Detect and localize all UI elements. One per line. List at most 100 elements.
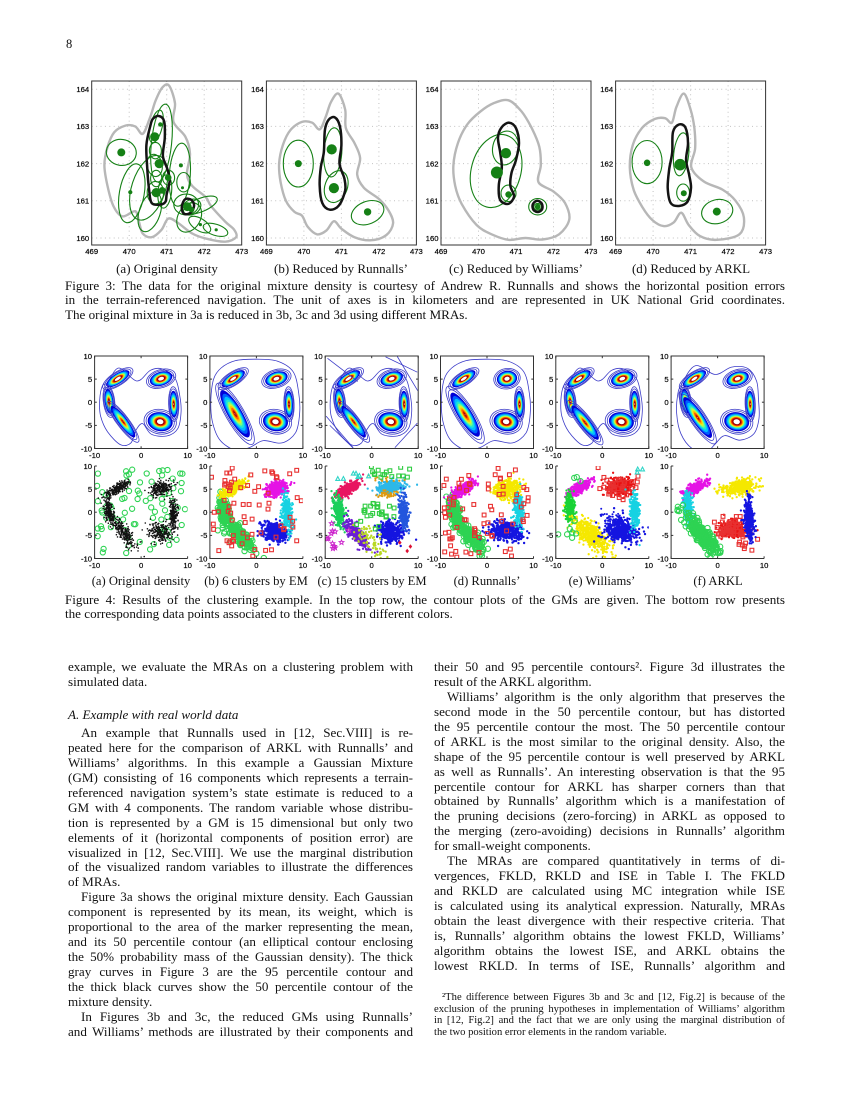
svg-text:469: 469 [260,247,273,256]
svg-text:10: 10 [645,451,654,460]
svg-text:5: 5 [88,485,92,494]
svg-text:10: 10 [299,451,308,460]
svg-text:10: 10 [314,462,323,471]
svg-text:10: 10 [545,352,554,361]
svg-text:0: 0 [139,451,143,460]
svg-text:162: 162 [251,159,264,168]
svg-text:5: 5 [549,375,553,384]
svg-text:10: 10 [529,561,538,570]
svg-text:470: 470 [297,247,310,256]
svg-text:0: 0 [664,508,668,517]
svg-text:-10: -10 [89,561,100,570]
svg-text:-5: -5 [431,531,438,540]
svg-text:-10: -10 [435,451,446,460]
svg-text:10: 10 [645,561,654,570]
svg-text:-10: -10 [427,444,438,453]
svg-text:-10: -10 [657,554,668,563]
svg-text:10: 10 [414,561,423,570]
svg-text:10: 10 [299,561,308,570]
svg-text:472: 472 [722,247,735,256]
svg-text:473: 473 [410,247,423,256]
svg-text:162: 162 [76,159,89,168]
svg-text:-5: -5 [662,531,669,540]
svg-text:472: 472 [372,247,385,256]
svg-text:0: 0 [434,398,438,407]
svg-text:10: 10 [760,561,769,570]
svg-text:0: 0 [485,451,489,460]
svg-text:0: 0 [485,561,489,570]
svg-text:-5: -5 [431,421,438,430]
svg-text:0: 0 [318,398,322,407]
svg-text:-10: -10 [550,561,561,570]
svg-text:-5: -5 [201,531,208,540]
svg-text:-10: -10 [666,561,677,570]
svg-text:10: 10 [183,451,192,460]
svg-text:160: 160 [251,234,264,243]
svg-text:10: 10 [429,352,438,361]
svg-text:-5: -5 [85,421,92,430]
svg-text:160: 160 [426,234,439,243]
svg-text:0: 0 [370,451,374,460]
svg-text:0: 0 [549,398,553,407]
svg-text:10: 10 [84,462,93,471]
svg-text:0: 0 [203,508,207,517]
svg-text:-10: -10 [657,444,668,453]
svg-text:0: 0 [88,508,92,517]
svg-text:161: 161 [251,197,264,206]
svg-text:5: 5 [88,375,92,384]
svg-text:0: 0 [254,561,258,570]
svg-text:10: 10 [183,561,192,570]
svg-text:-10: -10 [81,444,92,453]
svg-text:473: 473 [585,247,598,256]
svg-text:162: 162 [600,159,613,168]
svg-text:-5: -5 [85,531,92,540]
svg-text:0: 0 [664,398,668,407]
svg-text:164: 164 [76,85,90,94]
svg-text:-10: -10 [320,451,331,460]
svg-text:0: 0 [715,451,719,460]
svg-text:10: 10 [545,462,554,471]
svg-text:0: 0 [600,451,604,460]
svg-text:471: 471 [684,247,697,256]
svg-text:-5: -5 [546,531,553,540]
svg-text:5: 5 [549,485,553,494]
svg-text:-10: -10 [666,451,677,460]
svg-text:471: 471 [510,247,523,256]
svg-text:-10: -10 [542,444,553,453]
svg-text:471: 471 [335,247,348,256]
svg-text:-5: -5 [662,421,669,430]
svg-text:0: 0 [88,398,92,407]
svg-text:469: 469 [85,247,98,256]
svg-text:5: 5 [318,375,322,384]
svg-text:-10: -10 [427,554,438,563]
svg-text:0: 0 [203,398,207,407]
svg-text:473: 473 [235,247,248,256]
svg-text:-10: -10 [320,561,331,570]
svg-text:5: 5 [318,485,322,494]
svg-text:470: 470 [472,247,485,256]
svg-text:469: 469 [609,247,622,256]
svg-text:0: 0 [549,508,553,517]
svg-text:163: 163 [251,122,264,131]
svg-text:-5: -5 [316,421,323,430]
svg-text:161: 161 [426,197,439,206]
svg-text:10: 10 [429,462,438,471]
svg-text:-5: -5 [201,421,208,430]
svg-text:160: 160 [600,234,613,243]
svg-text:10: 10 [199,352,208,361]
svg-text:5: 5 [203,375,207,384]
svg-text:-10: -10 [196,554,207,563]
svg-text:5: 5 [664,485,668,494]
svg-text:161: 161 [600,197,613,206]
svg-text:10: 10 [84,352,93,361]
svg-text:10: 10 [314,352,323,361]
svg-text:-10: -10 [81,554,92,563]
svg-text:10: 10 [660,352,669,361]
svg-text:0: 0 [254,451,258,460]
svg-text:5: 5 [434,485,438,494]
svg-text:163: 163 [76,122,89,131]
svg-text:163: 163 [600,122,613,131]
svg-text:-10: -10 [196,444,207,453]
svg-text:-10: -10 [542,554,553,563]
svg-text:-10: -10 [204,561,215,570]
